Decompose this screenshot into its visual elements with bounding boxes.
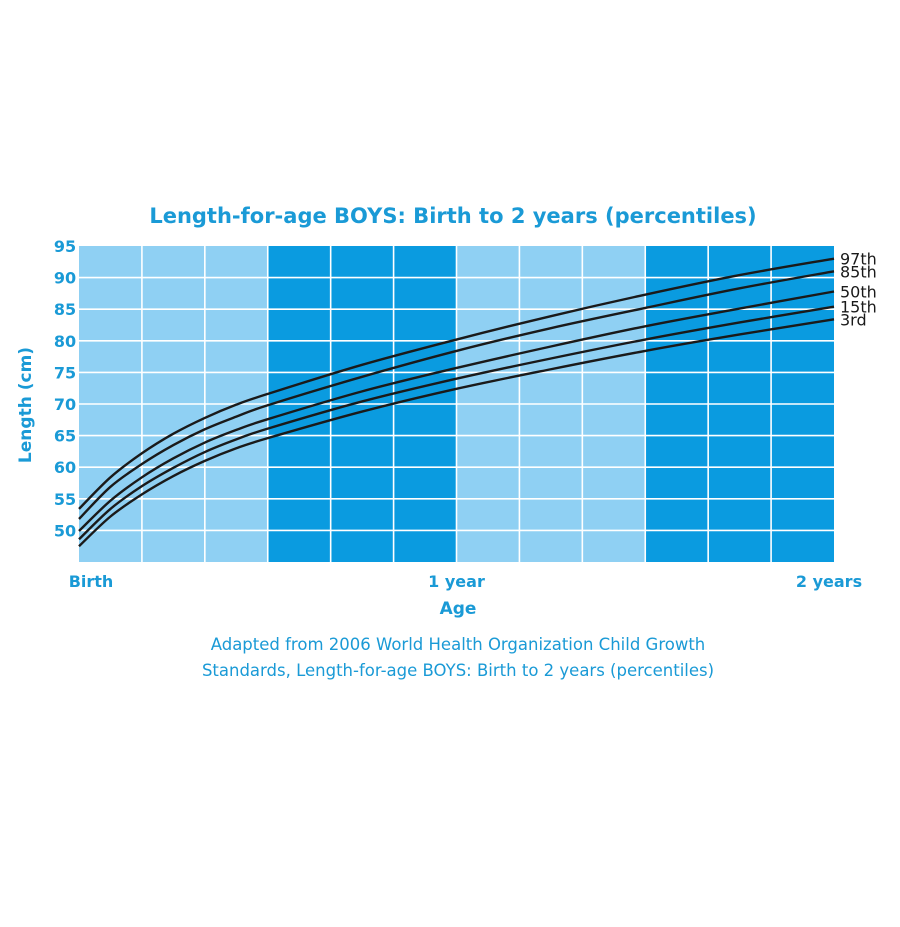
source-note-line-1: Adapted from 2006 World Health Organizat…: [211, 635, 706, 654]
x-tick-0: Birth: [69, 572, 114, 591]
y-axis-label: Length (cm): [16, 347, 36, 463]
y-tick-60: 60: [54, 458, 76, 477]
y-tick-55: 55: [54, 490, 76, 509]
chart-title: Length-for-age BOYS: Birth to 2 years (p…: [149, 204, 756, 228]
label-97th: 97th: [840, 250, 877, 269]
y-tick-50: 50: [54, 521, 76, 540]
curve-3rd: [78, 318, 835, 548]
y-tick-75: 75: [54, 363, 76, 382]
curve-97th: [78, 257, 835, 510]
x-tick-labels: Birth 1 year 2 years: [69, 572, 862, 591]
percentile-curves: [78, 257, 835, 548]
y-tick-70: 70: [54, 395, 76, 414]
grid-lines: [79, 246, 834, 562]
label-50th: 50th: [840, 283, 877, 302]
x-tick-2: 2 years: [796, 572, 862, 591]
curve-85th: [78, 270, 835, 520]
x-axis-label: Age: [440, 599, 477, 619]
x-tick-1: 1 year: [428, 572, 485, 591]
y-tick-65: 65: [54, 427, 76, 446]
y-tick-80: 80: [54, 332, 76, 351]
y-tick-labels: 50 55 60 65 70 75 80 85 90 95: [54, 237, 76, 540]
label-15th: 15th: [840, 298, 877, 317]
curve-15th: [78, 305, 835, 541]
label-85th: 85th: [840, 262, 877, 281]
y-tick-90: 90: [54, 269, 76, 288]
label-3rd: 3rd: [840, 310, 867, 329]
curve-50th: [78, 290, 835, 532]
source-note-line-2: Standards, Length-for-age BOYS: Birth to…: [202, 661, 714, 680]
y-tick-95: 95: [54, 237, 76, 256]
y-tick-85: 85: [54, 300, 76, 319]
